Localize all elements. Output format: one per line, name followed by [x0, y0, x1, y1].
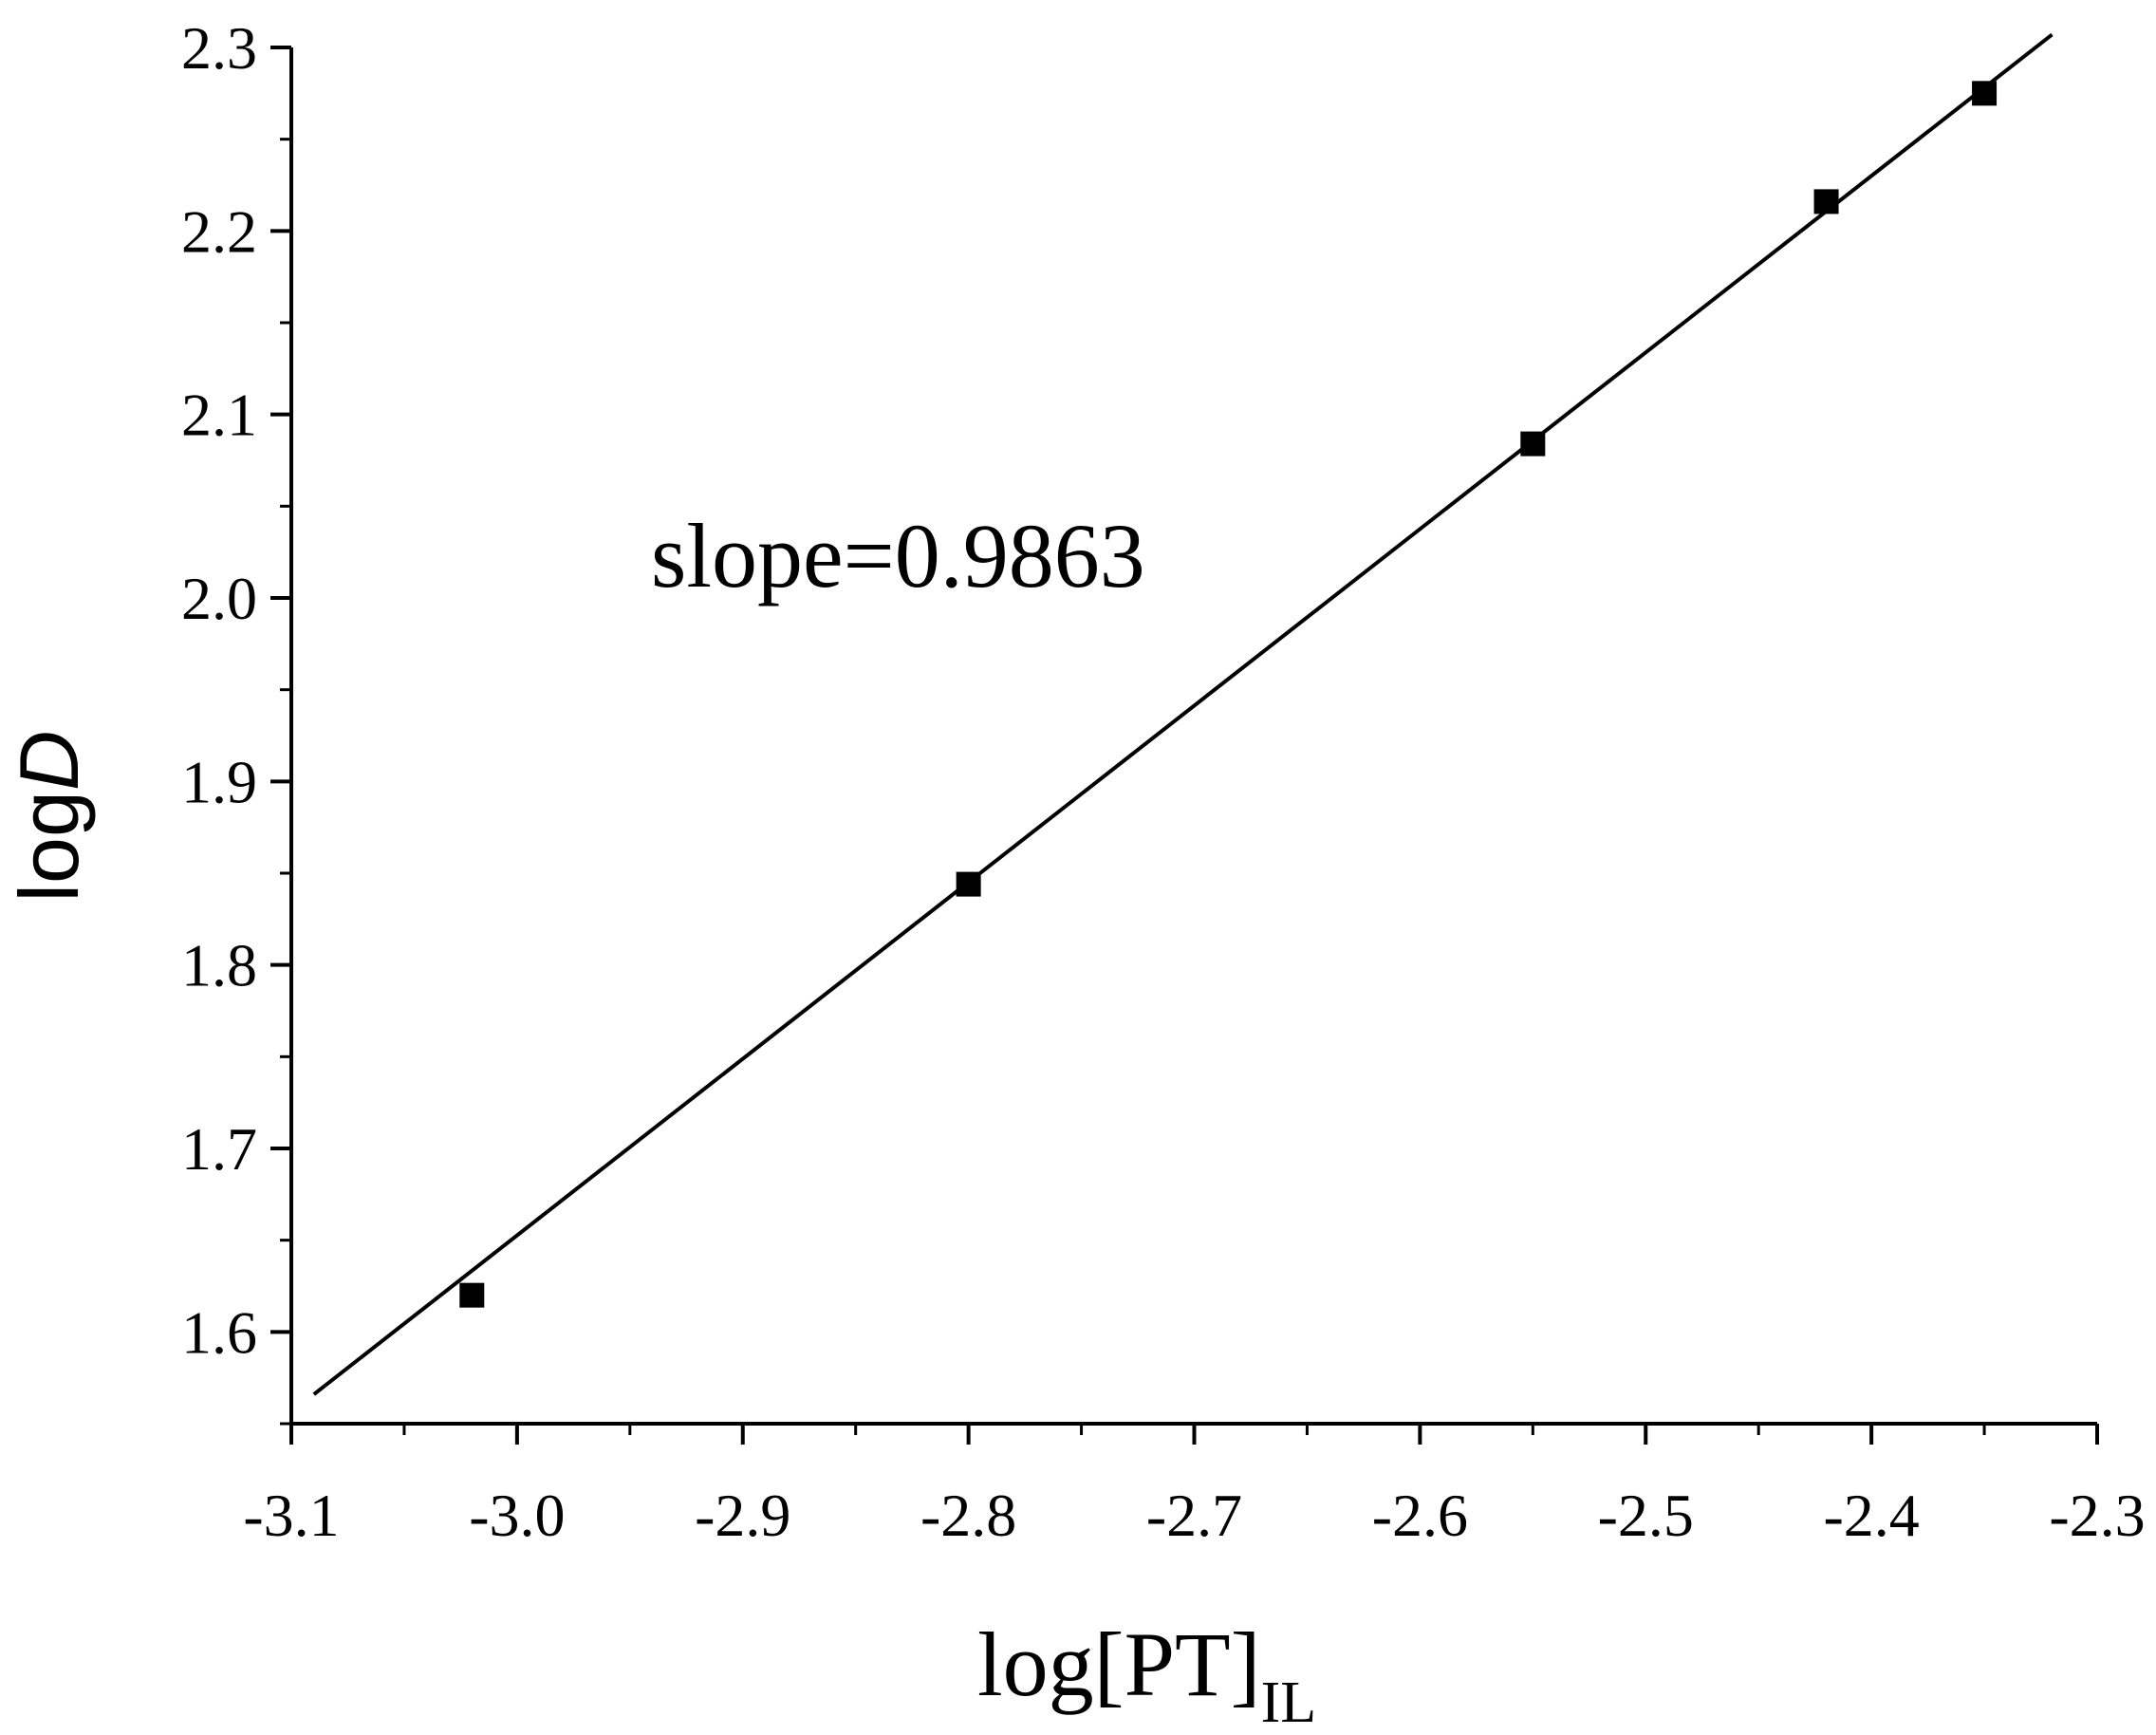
major-ticks — [270, 46, 2099, 1445]
y-tick-label: 2.1 — [181, 382, 257, 449]
data-point — [459, 1282, 485, 1308]
data-point — [1972, 81, 1998, 106]
x-tick-label: -3.1 — [243, 1482, 339, 1549]
x-axis-title-main: log[PT] — [977, 1614, 1261, 1715]
x-tick-labels: -3.1 -3.0 -2.9 -2.8 -2.7 -2.6 -2.5 -2.4 -2.3 — [243, 1482, 2145, 1549]
x-tick-label: -2.4 — [1823, 1482, 1919, 1549]
x-tick-label: -3.0 — [469, 1482, 565, 1549]
y-tick-label: 1.9 — [181, 748, 257, 815]
y-tick-label: 2.3 — [181, 14, 257, 82]
x-tick-label: -2.3 — [2049, 1482, 2145, 1549]
y-tick-labels: 1.6 1.7 1.8 1.9 2.0 2.1 2.2 2.3 — [181, 14, 257, 1366]
data-points — [459, 81, 1998, 1308]
x-tick-label: -2.9 — [695, 1482, 790, 1549]
x-axis-title-sub: IL — [1261, 1670, 1317, 1735]
y-axis-title: logD — [2, 731, 96, 903]
x-tick-label: -2.5 — [1598, 1482, 1694, 1549]
x-axis-title: log[PT]IL — [977, 1614, 1316, 1735]
data-point — [1813, 189, 1839, 215]
x-tick-label: -2.8 — [920, 1482, 1016, 1549]
x-tick-label: -2.7 — [1146, 1482, 1242, 1549]
y-tick-label: 2.2 — [181, 197, 257, 265]
data-point — [956, 871, 981, 897]
data-point — [1520, 431, 1546, 457]
fit-line — [312, 32, 2054, 1396]
minor-ticks — [280, 138, 1986, 1435]
y-tick-label: 1.7 — [181, 1115, 257, 1183]
slope-annotation: slope=0.9863 — [651, 505, 1145, 606]
y-tick-label: 2.0 — [181, 565, 257, 632]
y-axis-title-italic: D — [2, 731, 96, 792]
y-axis-title-main: log — [2, 791, 96, 902]
y-tick-label: 1.8 — [181, 932, 257, 999]
x-tick-label: -2.6 — [1372, 1482, 1468, 1549]
y-tick-label: 1.6 — [181, 1298, 257, 1366]
